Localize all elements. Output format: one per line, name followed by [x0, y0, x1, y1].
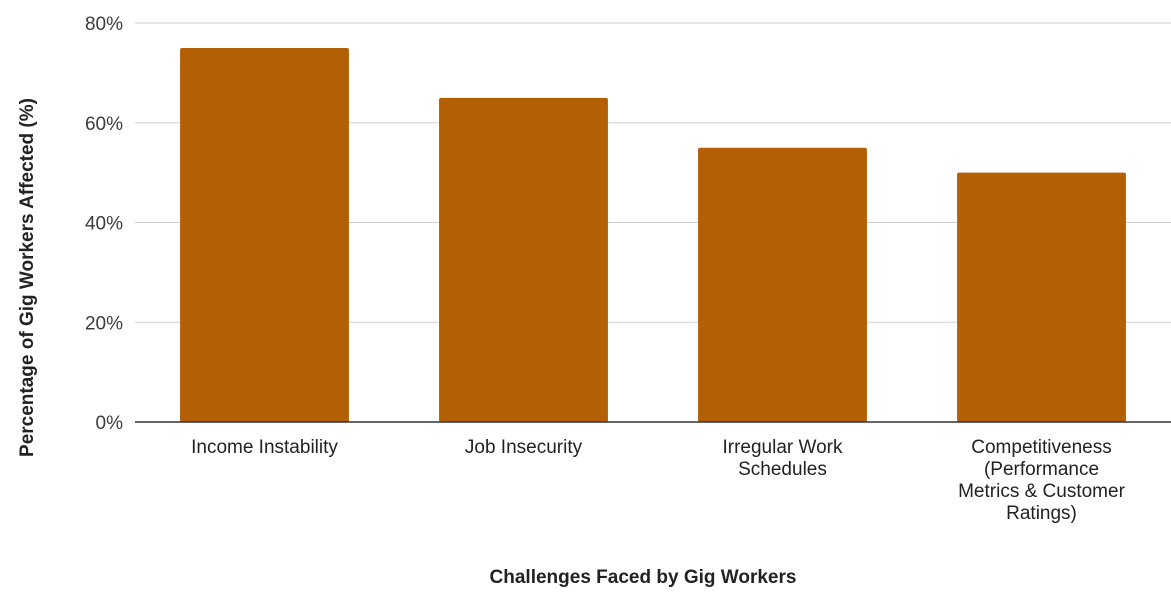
y-tick-label: 0%: [96, 413, 124, 434]
y-axis-tick-labels: 0% 20% 40% 60% 80%: [85, 14, 123, 434]
bar: [439, 97, 608, 422]
y-tick-label: 80%: [85, 14, 123, 35]
y-tick-label: 60%: [85, 114, 123, 135]
x-tick-label: Competitiveness (Performance Metrics & Cus…: [958, 437, 1125, 524]
bar: [180, 47, 349, 422]
y-tick-label: 20%: [85, 313, 123, 334]
x-tick-label: Irregular Work Schedules: [722, 437, 843, 480]
bars: [180, 47, 1126, 422]
bar: [957, 172, 1126, 422]
y-axis-title: Percentage of Gig Workers Affected (%): [17, 98, 38, 457]
x-axis-title: Challenges Faced by Gig Workers: [490, 567, 797, 588]
x-tick-label: Job Insecurity: [465, 437, 583, 458]
bar: [698, 147, 867, 422]
y-tick-label: 40%: [85, 214, 123, 235]
x-axis-category-labels: Income Instability Job Insecurity Irregula…: [191, 437, 1125, 524]
x-tick-label: Income Instability: [191, 437, 338, 458]
